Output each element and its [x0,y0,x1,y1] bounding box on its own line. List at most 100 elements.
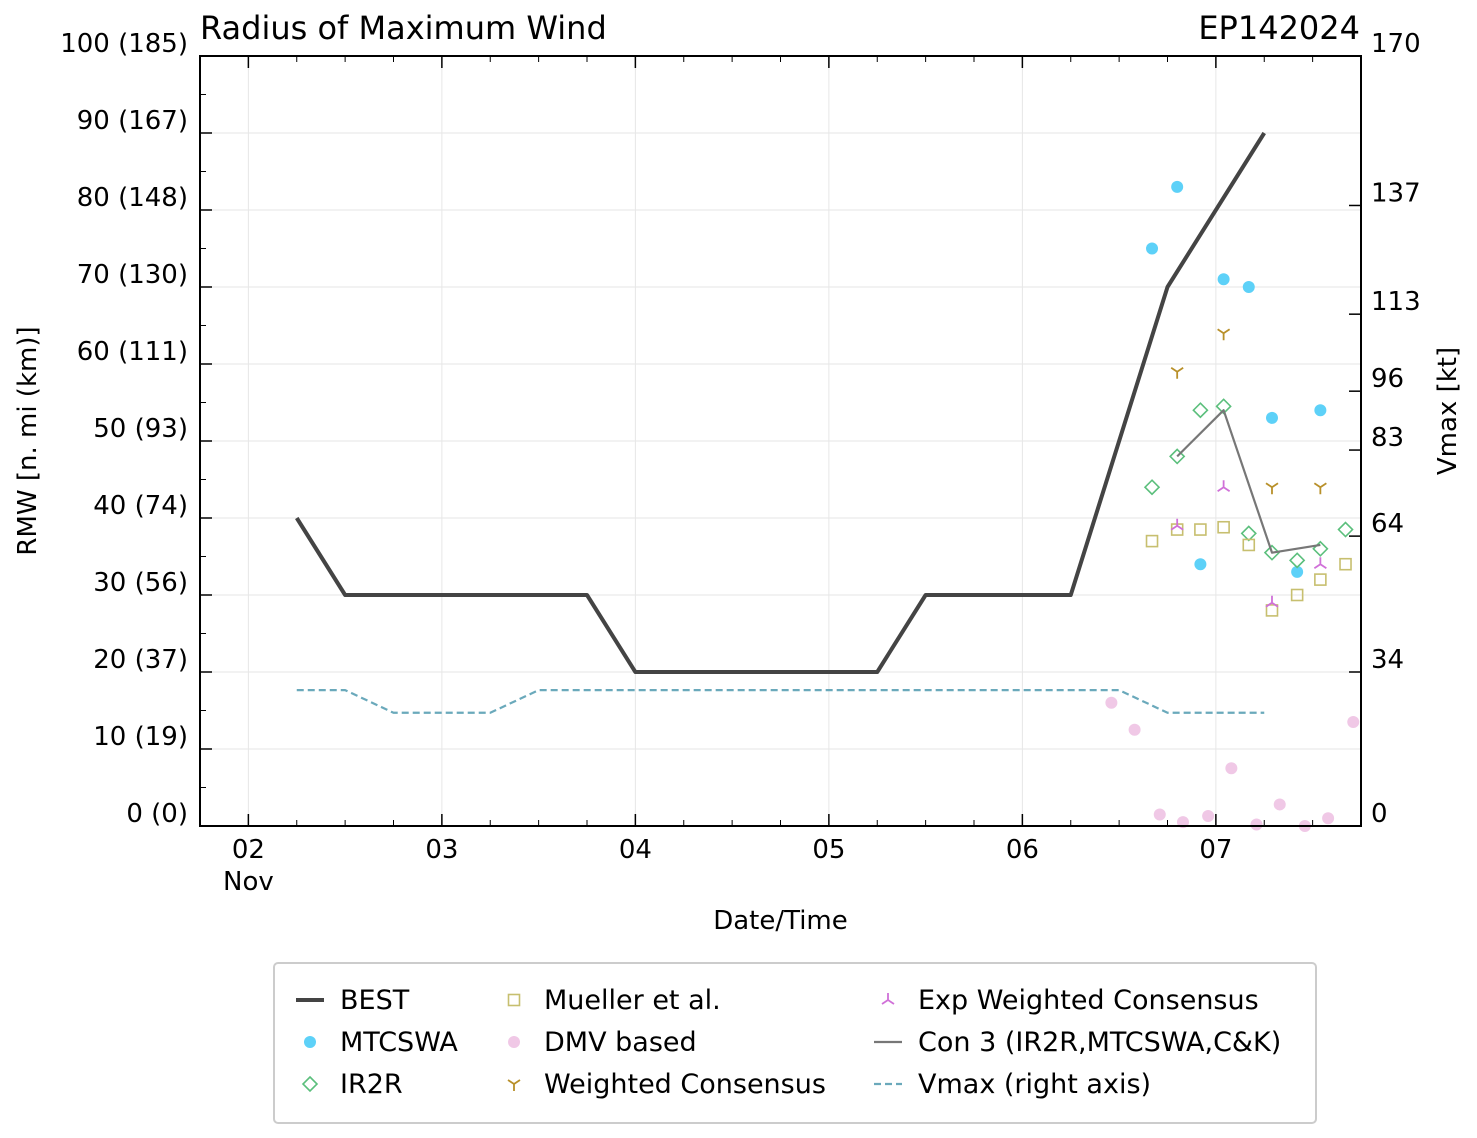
y-axis-label: RMW [n. mi (km)] [13,326,43,555]
point-ir2r [1169,448,1186,465]
point-weighted-consensus [1217,328,1231,341]
legend-label-con-3-ir2r-mtcswa-c-k: Con 3 (IR2R,MTCSWA,C&K) [918,1027,1281,1058]
legend-marker-exp-weighted-consensus-stroke [881,993,895,1005]
y-tick-label: 10 (19) [93,722,188,752]
point-dmv-based [1128,723,1141,736]
series-line-con-3-ir2r-mtcswa-c-k [1176,409,1321,554]
point-dmv-based [1273,798,1286,811]
grid [200,56,1361,826]
point-ir2r [1312,540,1329,557]
point-dmv-based [1322,812,1335,825]
x-axis-label: Date/Time [713,906,848,936]
y-tick-label: 60 (111) [77,337,188,367]
point-weighted-consensus [1313,482,1327,495]
chart-title: Radius of Maximum Wind [200,9,607,47]
point-mtcswa [1146,242,1159,255]
point-dmv-based [1225,762,1238,775]
legend-label-best: BEST [340,985,410,1016]
legend-label-mueller-et-al: Mueller et al. [544,985,721,1016]
point-exp-weighted-consensus-stroke [1170,518,1184,531]
y-tick-label: 50 (93) [93,414,188,444]
point-mueller-et-al [1242,538,1256,552]
legend-handle-mtcswa [304,1036,316,1048]
legend-marker-exp-weighted-consensus [881,993,895,1005]
point-mueller-et-al [1265,604,1279,617]
point-mtcswa [1171,180,1184,193]
y-right-tick-label: 170 [1371,29,1421,59]
point-mtcswa [1291,565,1304,578]
legend-box [273,962,1317,1124]
point-mueller-et-al [1314,573,1327,586]
y-right-tick-label: 83 [1371,423,1404,453]
point-ir2r [1143,479,1161,496]
point-exp-weighted-consensus-stroke [1217,480,1231,492]
x-tick-label: 04 [619,835,652,865]
point-exp-weighted-consensus-stroke [1313,557,1327,569]
y-right-tick-label: 96 [1371,364,1404,394]
y-tick-label: 0 (0) [126,799,188,829]
x-tick-label: 07 [1199,835,1232,865]
point-ir2r [1240,525,1257,542]
point-dmv-based [1105,696,1118,709]
x-month-label: Nov [223,867,274,897]
legend-marker-weighted-consensus [507,1079,521,1091]
point-ir2r [1337,521,1354,538]
point-exp-weighted-consensus [1265,595,1279,608]
legend-label-vmax-right-axis: Vmax (right axis) [918,1069,1151,1100]
legend-handle-ir2r [301,1075,319,1093]
point-mtcswa [1217,273,1230,286]
point-ir2r [1289,552,1306,569]
point-mtcswa [1242,281,1255,293]
y-right-axis-label: Vmax [kt] [1433,347,1463,475]
legend-handle-exp-weighted-consensus [881,993,895,1005]
y-tick-label: 80 (148) [77,183,188,213]
point-dmv-based [1153,808,1166,821]
legend-label-dmv-based: DMV based [544,1027,697,1058]
legend-marker-mueller-et-al [507,993,521,1007]
y-right-tick-label: 64 [1371,509,1404,539]
legend-label-weighted-consensus: Weighted Consensus [544,1069,826,1100]
point-weighted-consensus-stroke [1217,328,1231,341]
point-dmv-based [1250,818,1263,831]
point-exp-weighted-consensus [1313,557,1327,569]
x-tick-label: 02 [232,835,265,865]
point-mueller-et-al [1339,557,1352,571]
point-weighted-consensus [1170,366,1184,379]
point-dmv-based [1202,809,1215,822]
point-weighted-consensus [1265,482,1279,495]
y-right-tick-label: 137 [1371,178,1421,208]
point-weighted-consensus-stroke [1265,482,1279,495]
storm-id: EP142024 [1198,9,1360,47]
y-right-tick-label: 0 [1371,799,1388,829]
point-mueller-et-al [1194,523,1207,536]
point-ir2r [1192,402,1209,419]
y-tick-label: 100 (185) [60,29,188,59]
point-exp-weighted-consensus-stroke [1265,595,1279,608]
series-line-vmax-right-axis [296,689,1265,714]
legend-label-mtcswa: MTCSWA [340,1027,458,1058]
legend: BEST MTCSWA IR2R Mueller et al. DMV based Wei… [273,962,1317,1124]
legend-handle-weighted-consensus [507,1079,521,1091]
x-tick-label: 06 [1006,835,1039,865]
legend-handle-mueller-et-al [507,993,521,1007]
ticks: 02 03 04 05 06 07 0 (0) 10 (19) 20 (37) 30 (56) 40… [60,29,1420,865]
point-weighted-consensus-stroke [1170,366,1184,379]
series-line-best [295,131,1266,674]
point-mueller-et-al [1145,534,1159,548]
legend-label-exp-weighted-consensus: Exp Weighted Consensus [918,985,1259,1016]
point-weighted-consensus-stroke [1313,482,1327,495]
point-dmv-based [1347,716,1360,729]
point-mtcswa [1265,411,1278,424]
legend-marker-dmv-based [508,1036,520,1048]
x-tick-label: 03 [425,835,458,865]
legend-label-ir2r: IR2R [340,1069,403,1100]
y-tick-label: 20 (37) [93,645,188,675]
point-exp-weighted-consensus [1217,480,1231,492]
y-tick-label: 40 (74) [93,491,188,521]
x-tick-label: 05 [812,835,845,865]
y-right-tick-label: 113 [1371,287,1421,317]
legend-marker-ir2r [301,1075,319,1093]
point-exp-weighted-consensus [1170,518,1184,531]
point-mueller-et-al [1290,588,1304,602]
